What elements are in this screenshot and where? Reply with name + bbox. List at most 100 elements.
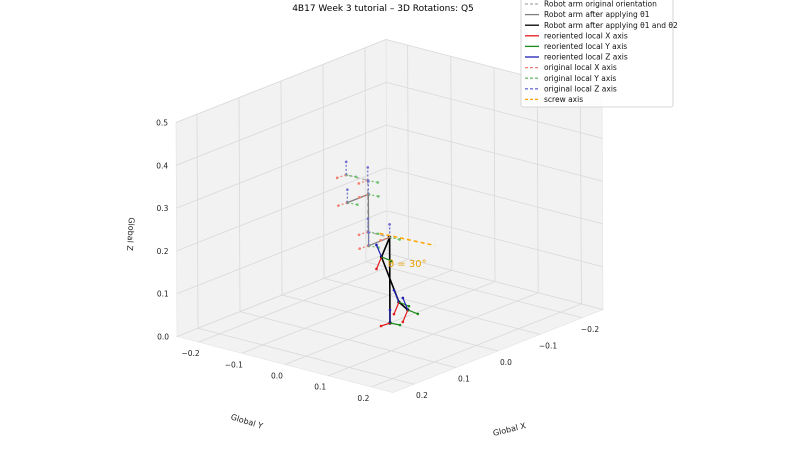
- original-axes: [359, 193, 369, 198]
- y-tick-label: 0.1: [314, 383, 326, 392]
- original-axes-tip: [346, 188, 349, 191]
- x-tick-label: 0.1: [458, 375, 470, 384]
- tick-labels: 0.2 0.1 0.0 −0.1 −0.2 −0.2 −0.1 0.0 0.1 0.2 0.0 0.1…: [156, 119, 599, 403]
- reoriented-axes-tip: [375, 243, 378, 247]
- legend-box: [520, 0, 674, 108]
- grid-line: [196, 114, 199, 329]
- y-tick-label: 0.2: [357, 394, 369, 403]
- grid-line: [176, 167, 387, 252]
- grid-line: [386, 81, 603, 139]
- z-tick-label: 0.4: [156, 161, 168, 170]
- grid-line: [328, 292, 539, 377]
- legend-label: screw axis: [544, 95, 583, 104]
- x-tick-label: −0.2: [581, 325, 599, 334]
- original-axes-tip: [376, 181, 380, 184]
- original-axes: [336, 174, 347, 179]
- original-axes: [380, 236, 390, 241]
- reoriented-axes: [375, 244, 383, 258]
- original-axes-tip: [366, 166, 370, 169]
- grid-line: [450, 56, 453, 271]
- grid-line: [580, 89, 582, 304]
- grid-line: [198, 258, 409, 343]
- original-axes-tip: [354, 175, 358, 179]
- base-axes: [389, 322, 401, 326]
- grid-line: [364, 47, 367, 262]
- original-axes-tip: [367, 180, 370, 183]
- original-axes-tip: [344, 160, 348, 164]
- grid-line: [493, 67, 496, 282]
- grid-line: [386, 167, 603, 225]
- y-tick-label: −0.1: [225, 360, 243, 369]
- z-tick-label: 0.5: [156, 119, 168, 128]
- reoriented-axes: [407, 309, 419, 315]
- original-axes-tip: [337, 204, 340, 207]
- grid-line: [371, 303, 582, 388]
- legend-label: Robot arm after applying θ1: [544, 10, 650, 19]
- x-tick-label: 0.0: [500, 358, 512, 367]
- grid-line: [176, 253, 388, 337]
- original-axes-tip: [358, 247, 361, 250]
- x-tick-label: −0.1: [539, 341, 557, 350]
- reoriented-axes-tip: [392, 312, 396, 316]
- reoriented-axes-tip: [401, 320, 405, 324]
- original-axes: [358, 179, 368, 185]
- original-axes-tip: [388, 223, 391, 226]
- legend-label: reoriented local X axis: [544, 31, 628, 40]
- chart-title: 4B17 Week 3 tutorial – 3D Rotations: Q5: [292, 4, 474, 14]
- original-axes: [358, 231, 369, 236]
- original-axes: [389, 236, 400, 240]
- original-axes: [359, 245, 369, 250]
- grid-line: [536, 78, 539, 293]
- grid-line: [386, 210, 603, 268]
- reoriented-axes-tip: [407, 304, 411, 308]
- original-axes: [368, 193, 379, 197]
- reoriented-axes: [402, 309, 409, 323]
- original-axes-tip: [335, 176, 339, 180]
- reoriented-axes: [402, 297, 409, 311]
- grid-line: [386, 253, 604, 310]
- y-axis-label: Global Y: [230, 412, 264, 430]
- base-axes-tip: [388, 308, 392, 312]
- y-tick-label: −0.2: [181, 349, 199, 358]
- grid-line: [176, 210, 387, 295]
- original-axes-tip: [357, 182, 361, 185]
- base-axes-tip: [379, 324, 383, 328]
- z-tick-label: 0.0: [157, 333, 169, 342]
- legend-label: reoriented local Y axis: [544, 42, 627, 51]
- reoriented-axes: [381, 256, 392, 262]
- legend-label: Robot arm original orientation: [544, 0, 657, 9]
- legend-label: reoriented local Z axis: [544, 53, 628, 62]
- reoriented-axes: [375, 256, 383, 270]
- original-axes: [347, 202, 358, 206]
- reoriented-axes: [393, 301, 400, 315]
- original-axes-tip: [398, 238, 401, 241]
- grid-line: [176, 124, 387, 209]
- plot-marks: [335, 160, 435, 328]
- original-axes-tip: [377, 195, 380, 198]
- legend-label: original local Z axis: [544, 84, 617, 93]
- original-axes-tip: [366, 217, 370, 221]
- z-tick-label: 0.1: [157, 290, 169, 299]
- original-axes-tip: [358, 196, 361, 199]
- original-axes-tip: [367, 231, 370, 234]
- original-axes-tip: [376, 232, 380, 236]
- base-axes-tip: [398, 323, 402, 327]
- x-axis-label: Global X: [492, 421, 527, 438]
- original-axes: [338, 202, 348, 207]
- z-tick-label: 0.2: [157, 247, 169, 256]
- original-axes-tip: [357, 233, 361, 237]
- grid-line: [241, 269, 452, 354]
- grid-line: [176, 81, 387, 166]
- grid-line: [238, 97, 241, 312]
- legend-label: original local Y axis: [544, 74, 616, 83]
- reoriented-axes-tip: [375, 267, 378, 271]
- grid-line: [386, 124, 603, 182]
- grid-line: [407, 45, 410, 260]
- original-axes: [346, 174, 357, 178]
- grid-line: [175, 39, 387, 123]
- original-axes-tip: [356, 203, 359, 206]
- screw-axis: [379, 232, 435, 247]
- x-tick-label: 0.2: [416, 391, 428, 400]
